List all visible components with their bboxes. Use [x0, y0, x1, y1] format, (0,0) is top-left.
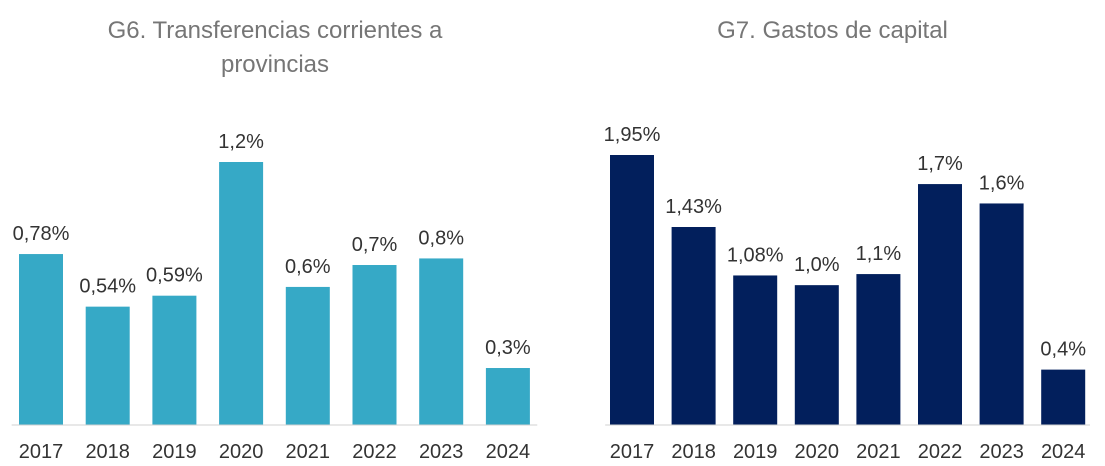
x-tick-label: 2023	[979, 441, 1024, 463]
data-label: 1,7%	[917, 153, 963, 175]
data-label: 1,6%	[979, 172, 1025, 194]
bar	[918, 184, 962, 425]
bar	[979, 203, 1024, 425]
bar	[85, 306, 130, 425]
chart: 1,95% 2017 1,43% 2018 1,08% 2019 1,0% 2020 1,1% 2…	[604, 124, 1090, 463]
data-label: 1,95%	[604, 124, 661, 146]
data-label: 0,54%	[79, 276, 136, 298]
chart-panel: G7. Gastos de capital 1,95% 2017 1,43% 2018…	[560, 0, 1105, 466]
x-tick-label: 2019	[733, 441, 778, 463]
x-tick-label: 2017	[19, 441, 64, 463]
x-tick-label: 2022	[918, 441, 963, 463]
bar	[856, 274, 901, 425]
chart-title: G6. Transferencias corrientes a provinci…	[107, 17, 443, 78]
bar	[219, 162, 264, 425]
x-tick-label: 2018	[671, 441, 716, 463]
x-tick-label: 2017	[610, 441, 655, 463]
data-label: 0,3%	[485, 337, 531, 359]
data-label: 0,8%	[418, 227, 464, 249]
x-tick-label: 2018	[85, 441, 130, 463]
x-tick-label: 2021	[286, 441, 331, 463]
data-label: 1,08%	[727, 244, 784, 266]
bar	[19, 254, 63, 425]
data-label: 1,2%	[218, 131, 264, 153]
x-tick-label: 2020	[795, 441, 840, 463]
data-label: 0,59%	[146, 265, 203, 287]
data-label: 1,0%	[794, 254, 840, 276]
data-label: 0,6%	[285, 256, 331, 278]
x-tick-label: 2022	[352, 441, 397, 463]
bar	[1041, 369, 1086, 425]
x-tick-label: 2020	[219, 441, 264, 463]
x-tick-label: 2019	[152, 441, 197, 463]
bar	[419, 258, 464, 425]
data-label: 0,4%	[1040, 339, 1086, 361]
bar	[485, 368, 530, 425]
bar	[152, 295, 197, 425]
data-label: 1,1%	[856, 243, 902, 265]
data-label: 0,78%	[13, 223, 70, 245]
x-tick-label: 2021	[856, 441, 901, 463]
x-tick-label: 2024	[486, 441, 531, 463]
x-tick-label: 2024	[1041, 441, 1086, 463]
bar	[671, 227, 716, 425]
x-tick-label: 2023	[419, 441, 464, 463]
chart-panel: G6. Transferencias corrientes a provinci…	[0, 0, 550, 466]
data-label: 0,7%	[352, 234, 398, 256]
bar	[610, 155, 654, 425]
bar	[352, 265, 397, 425]
chart-title: G7. Gastos de capital	[717, 17, 948, 44]
data-label: 1,43%	[665, 196, 722, 218]
bar	[733, 275, 778, 425]
bar	[794, 285, 839, 425]
bar	[285, 286, 330, 425]
chart: 0,78% 2017 0,54% 2018 0,59% 2019 1,2% 2020 0,6% 2…	[11, 131, 538, 463]
